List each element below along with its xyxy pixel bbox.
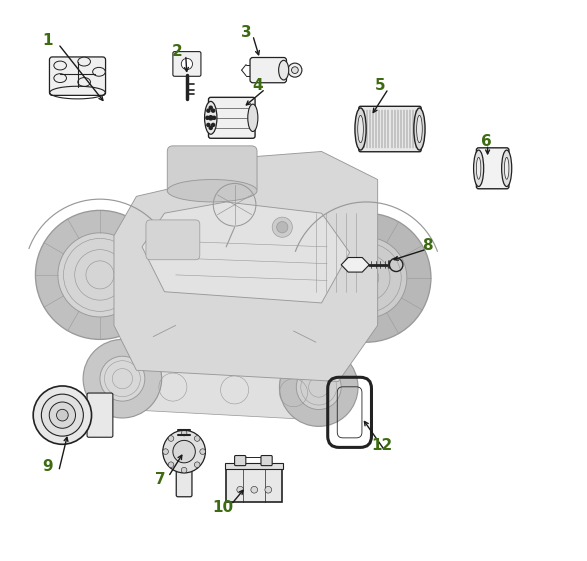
Ellipse shape xyxy=(205,102,217,134)
Circle shape xyxy=(211,123,215,127)
Ellipse shape xyxy=(414,108,425,150)
Text: 12: 12 xyxy=(371,439,392,453)
Circle shape xyxy=(200,449,205,454)
Circle shape xyxy=(302,213,431,342)
FancyBboxPatch shape xyxy=(477,148,509,188)
Text: 3: 3 xyxy=(241,25,251,40)
FancyBboxPatch shape xyxy=(87,393,113,437)
Text: 7: 7 xyxy=(154,472,166,487)
Circle shape xyxy=(33,386,92,444)
FancyBboxPatch shape xyxy=(49,57,106,95)
Ellipse shape xyxy=(504,158,509,180)
Ellipse shape xyxy=(248,104,258,131)
Text: 2: 2 xyxy=(172,44,183,59)
Circle shape xyxy=(212,116,217,120)
Text: 5: 5 xyxy=(375,78,386,93)
Circle shape xyxy=(163,449,168,454)
Circle shape xyxy=(58,233,142,317)
FancyBboxPatch shape xyxy=(225,463,284,469)
Circle shape xyxy=(206,123,211,127)
Polygon shape xyxy=(142,202,350,303)
Circle shape xyxy=(205,116,210,120)
FancyBboxPatch shape xyxy=(208,98,255,139)
Ellipse shape xyxy=(417,116,422,142)
Ellipse shape xyxy=(167,180,257,202)
Ellipse shape xyxy=(477,158,481,180)
Circle shape xyxy=(163,430,205,473)
Circle shape xyxy=(276,222,288,233)
Ellipse shape xyxy=(288,63,302,77)
FancyBboxPatch shape xyxy=(226,469,282,502)
Ellipse shape xyxy=(78,77,90,86)
FancyBboxPatch shape xyxy=(261,456,272,466)
Circle shape xyxy=(272,217,292,237)
FancyBboxPatch shape xyxy=(176,457,192,497)
Text: 9: 9 xyxy=(42,459,53,474)
Circle shape xyxy=(181,58,193,70)
Circle shape xyxy=(83,339,161,418)
Circle shape xyxy=(168,436,174,442)
Circle shape xyxy=(100,356,145,401)
Circle shape xyxy=(211,108,215,113)
Ellipse shape xyxy=(292,67,298,73)
Circle shape xyxy=(181,467,187,473)
Circle shape xyxy=(208,126,213,130)
Ellipse shape xyxy=(93,67,105,76)
Circle shape xyxy=(206,108,211,113)
Circle shape xyxy=(265,486,272,493)
Circle shape xyxy=(181,430,187,436)
Circle shape xyxy=(35,210,164,339)
FancyBboxPatch shape xyxy=(167,146,257,194)
Polygon shape xyxy=(114,151,377,381)
Circle shape xyxy=(41,394,83,436)
Circle shape xyxy=(208,105,213,110)
Ellipse shape xyxy=(357,116,363,142)
Circle shape xyxy=(208,115,214,121)
Circle shape xyxy=(194,462,200,467)
Ellipse shape xyxy=(78,57,90,66)
Ellipse shape xyxy=(502,150,512,187)
Circle shape xyxy=(251,486,258,493)
Polygon shape xyxy=(109,359,350,421)
Ellipse shape xyxy=(279,61,289,80)
Ellipse shape xyxy=(474,150,484,187)
Circle shape xyxy=(279,348,358,426)
Polygon shape xyxy=(341,257,369,272)
Circle shape xyxy=(173,440,195,463)
Text: 1: 1 xyxy=(42,33,53,48)
Circle shape xyxy=(56,410,68,421)
Text: 4: 4 xyxy=(252,78,263,93)
Ellipse shape xyxy=(355,108,366,150)
FancyBboxPatch shape xyxy=(235,456,246,466)
FancyBboxPatch shape xyxy=(146,220,200,260)
Circle shape xyxy=(194,436,200,442)
Circle shape xyxy=(49,402,76,428)
Text: 10: 10 xyxy=(213,500,234,515)
FancyBboxPatch shape xyxy=(250,57,286,83)
Text: 8: 8 xyxy=(421,238,433,253)
Circle shape xyxy=(237,486,244,493)
Circle shape xyxy=(326,237,407,318)
Text: 6: 6 xyxy=(481,134,491,149)
Ellipse shape xyxy=(54,73,66,82)
Circle shape xyxy=(296,365,341,410)
FancyBboxPatch shape xyxy=(359,107,421,152)
Circle shape xyxy=(168,462,174,467)
FancyBboxPatch shape xyxy=(173,52,201,76)
Ellipse shape xyxy=(54,61,66,70)
